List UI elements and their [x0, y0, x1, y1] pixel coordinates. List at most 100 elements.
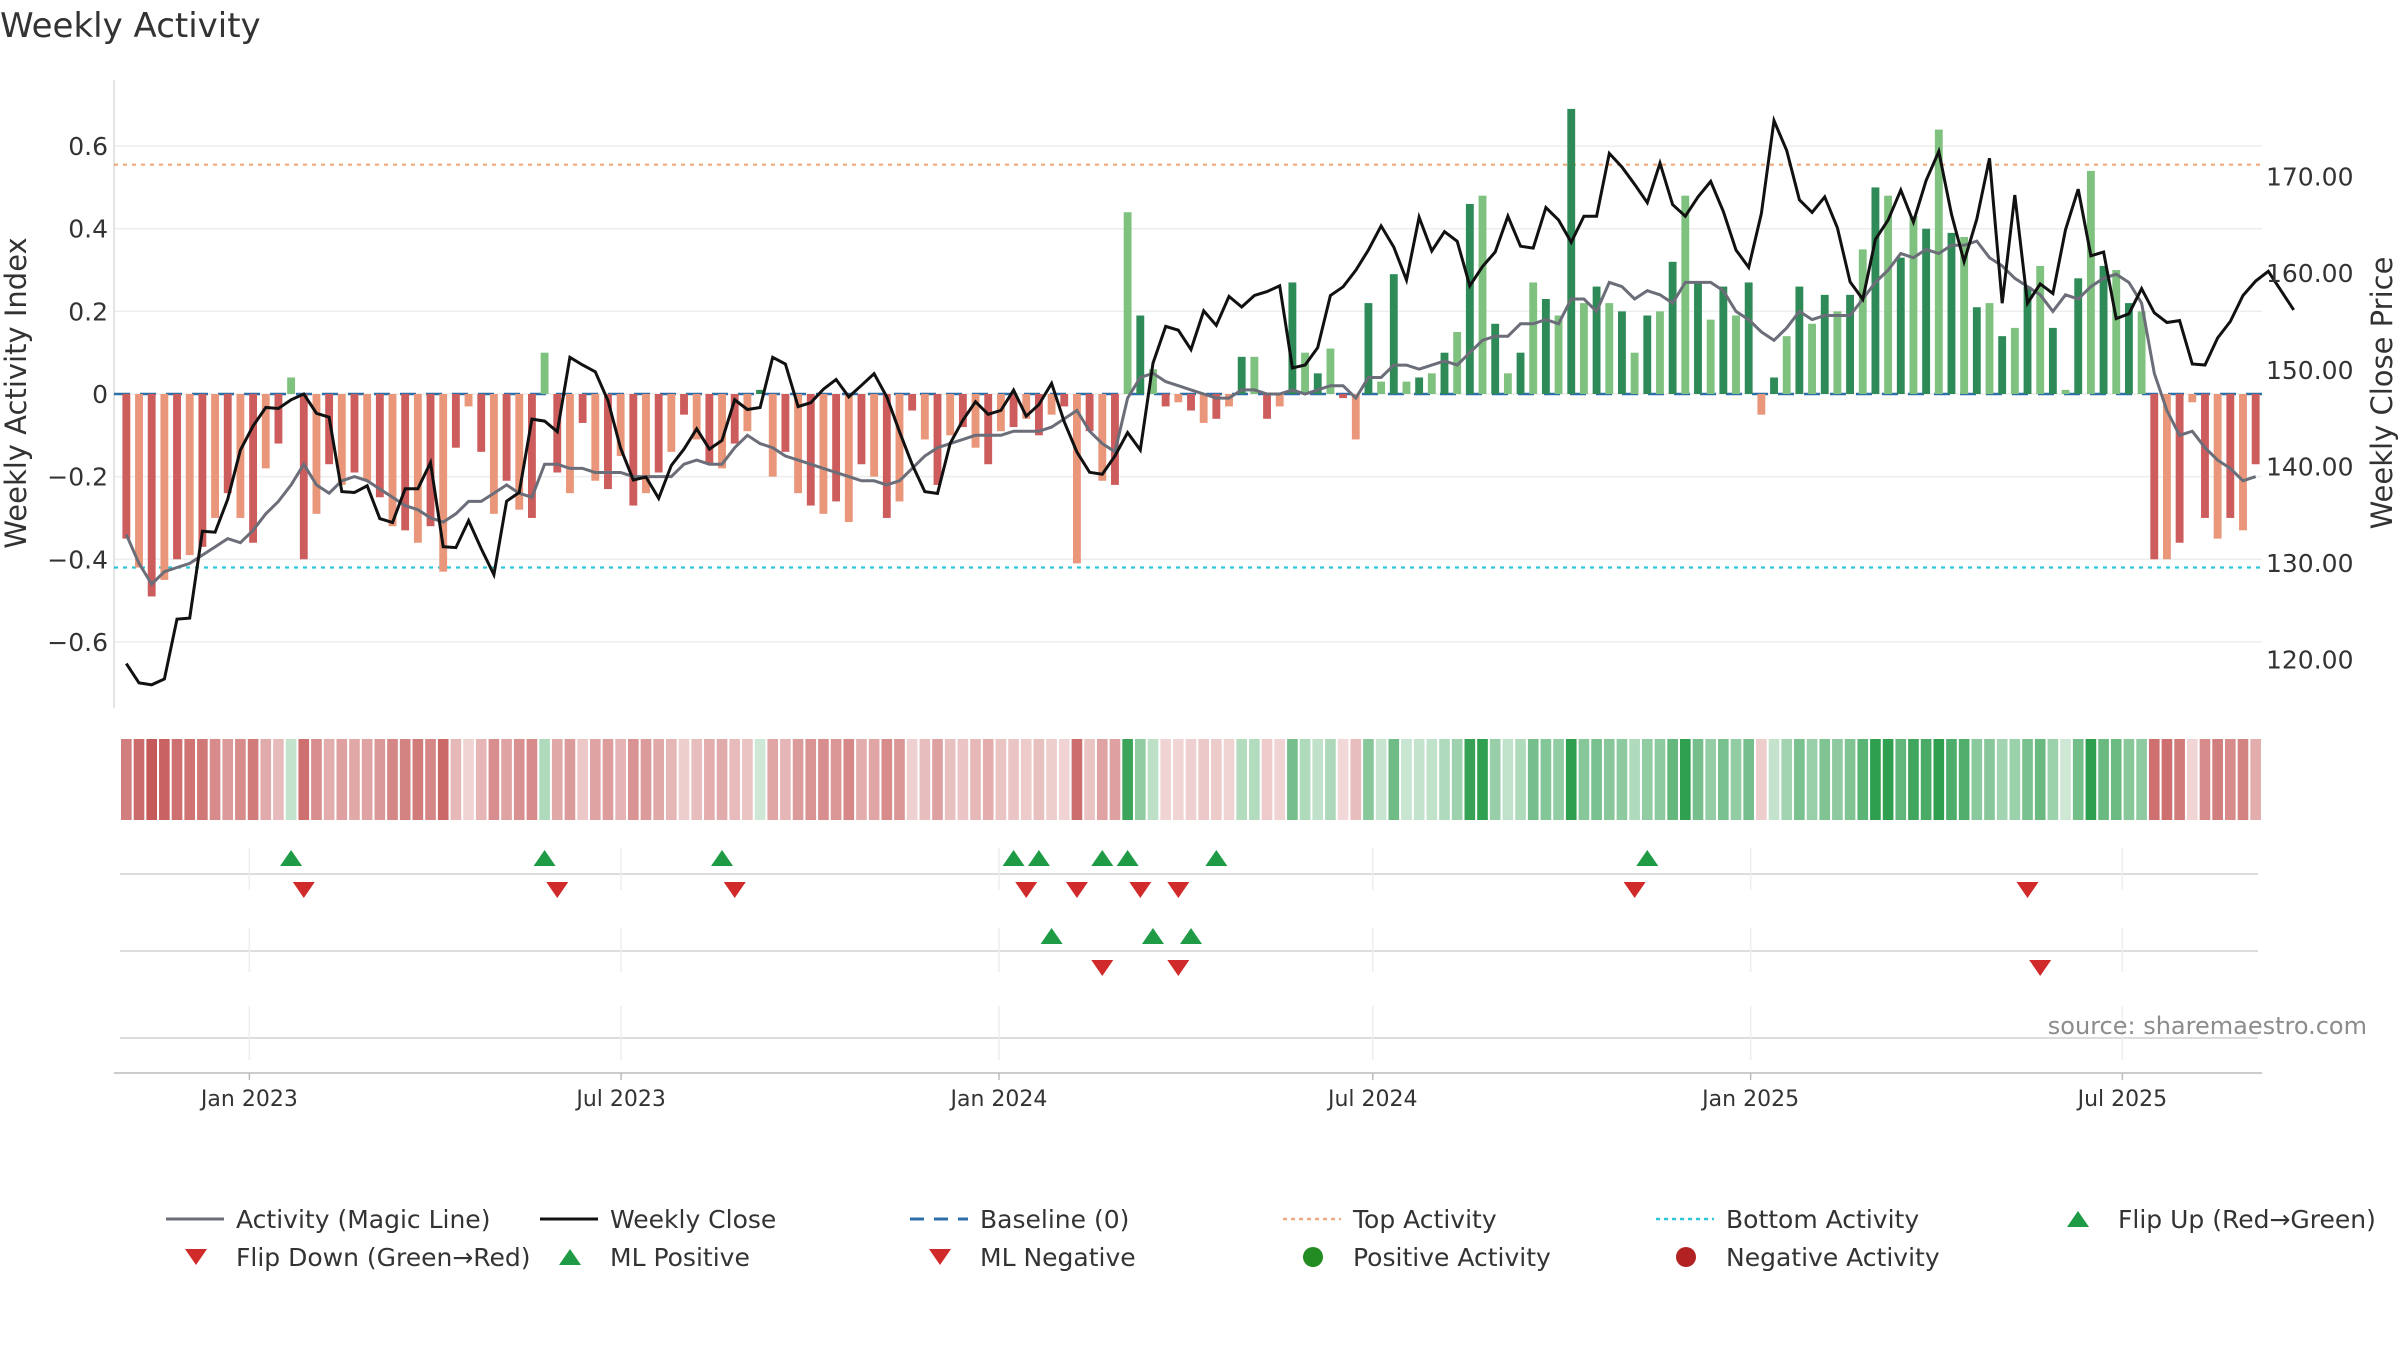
activity-bar [451, 394, 460, 448]
strip-cell [2136, 739, 2147, 820]
activity-bar [299, 394, 308, 560]
flip-up-marker [1002, 850, 1025, 866]
strip-cell [1616, 739, 1628, 820]
strip-cell [666, 739, 677, 820]
activity-bar [1389, 274, 1398, 394]
legend-swatch-circle [1303, 1247, 1323, 1267]
legend-label: Flip Down (Green→Red) [236, 1243, 531, 1272]
strip-cell [171, 739, 183, 820]
y-tick-label-left: −0.4 [47, 545, 108, 574]
activity-bar [1351, 394, 1360, 440]
strip-cell [1464, 739, 1476, 820]
activity-bar [2061, 389, 2070, 394]
legend: Activity (Magic Line) Weekly Close Baselin… [166, 1205, 2376, 1272]
legend-item: Weekly Close [540, 1205, 776, 1234]
strip-cell [2072, 739, 2084, 820]
activity-bar [1846, 294, 1855, 394]
strip-cell [1261, 739, 1273, 820]
strip-cell [957, 739, 969, 820]
activity-bar [566, 394, 574, 494]
legend-item: Activity (Magic Line) [166, 1205, 490, 1234]
strip-cell [818, 739, 829, 820]
legend-item: ML Positive [559, 1243, 750, 1272]
strip-cell [2009, 739, 2021, 820]
strip-cell [1008, 739, 1019, 820]
strip-cell [830, 739, 842, 820]
activity-bar [2150, 394, 2159, 560]
strip-cell [2224, 739, 2236, 820]
activity-bar [1896, 257, 1905, 394]
strip-cell [1958, 739, 1970, 820]
strip-cell [159, 739, 170, 820]
activity-bar [1465, 203, 1474, 394]
activity-bar [756, 389, 764, 394]
strip-cell [1667, 739, 1678, 820]
x-axis: Jan 2023 Jul 2023 Jan 2024 Jul 2024 Jan 2025… [199, 1073, 2167, 1112]
strip-cell [627, 739, 639, 820]
activity-bar [1060, 394, 1069, 407]
activity-bar [1187, 394, 1195, 411]
strip-cell [995, 739, 1007, 820]
strip-cell [121, 739, 132, 820]
y-tick-label-left: 0.6 [68, 132, 108, 161]
strip-cell [2161, 739, 2173, 820]
y-tick-label-left: 0.4 [68, 215, 108, 244]
activity-bar [1579, 303, 1588, 394]
activity-intensity-strip [121, 739, 2261, 820]
strip-cell [1565, 739, 1577, 820]
strip-cell [868, 739, 880, 820]
activity-bar [1998, 336, 2007, 394]
strip-cell [919, 739, 931, 820]
activity-bar [1237, 356, 1246, 394]
strip-cell [1641, 739, 1653, 820]
legend-swatch-triangle-up [2067, 1211, 2089, 1227]
legend-swatch-triangle-down [929, 1249, 951, 1265]
activity-bar [1605, 303, 1614, 394]
activity-bar [1313, 373, 1322, 394]
strip-cell [209, 739, 221, 820]
legend-label: Baseline (0) [980, 1205, 1129, 1234]
strip-cell [1109, 739, 1121, 820]
activity-bar [1732, 315, 1740, 394]
strip-cell [1806, 739, 1818, 820]
main-plot-panel: 0.6 0.4 0.2 0 −0.2 −0.4 −0.6 170.00 160.00 150.0… [0, 80, 2399, 708]
strip-cell [894, 739, 905, 820]
strip-cell [1540, 739, 1552, 820]
source-note: source: sharemaestro.com [2048, 1012, 2367, 1040]
activity-bar [920, 394, 929, 440]
activity-bar [122, 394, 131, 539]
activity-bar [1275, 394, 1284, 407]
strip-cell [1046, 739, 1057, 820]
strip-cell [513, 739, 525, 820]
strip-cell [539, 739, 550, 820]
activity-bar [502, 394, 511, 481]
activity-bar [375, 394, 384, 498]
x-tick-label: Jul 2023 [574, 1087, 666, 1112]
activity-bar [1503, 373, 1512, 394]
activity-bar [857, 394, 866, 465]
strip-cell [247, 739, 259, 820]
activity-bar [274, 394, 283, 444]
activity-bar [1047, 394, 1056, 415]
activity-bar [832, 394, 841, 502]
strip-cell [1173, 739, 1184, 820]
strip-cell [1654, 739, 1666, 820]
strip-cell [1451, 739, 1463, 820]
strip-cell [970, 739, 981, 820]
strip-cell [298, 739, 310, 820]
activity-bar [2112, 270, 2121, 394]
activity-bar [1770, 377, 1778, 394]
strip-cell [1337, 739, 1349, 820]
strip-cell [1477, 739, 1488, 820]
strip-cell [1020, 739, 1032, 820]
activity-bar [1022, 394, 1031, 419]
legend-item: Flip Down (Green→Red) [185, 1243, 531, 1272]
activity-bar [1541, 298, 1550, 394]
flip-down-marker [1065, 882, 1088, 898]
activity-bar [1415, 377, 1424, 394]
strip-cell [2212, 739, 2223, 820]
strip-cell [1870, 739, 1881, 820]
flip-down-marker [2016, 882, 2039, 898]
activity-bar [413, 394, 422, 543]
legend-label: Bottom Activity [1726, 1205, 1919, 1234]
